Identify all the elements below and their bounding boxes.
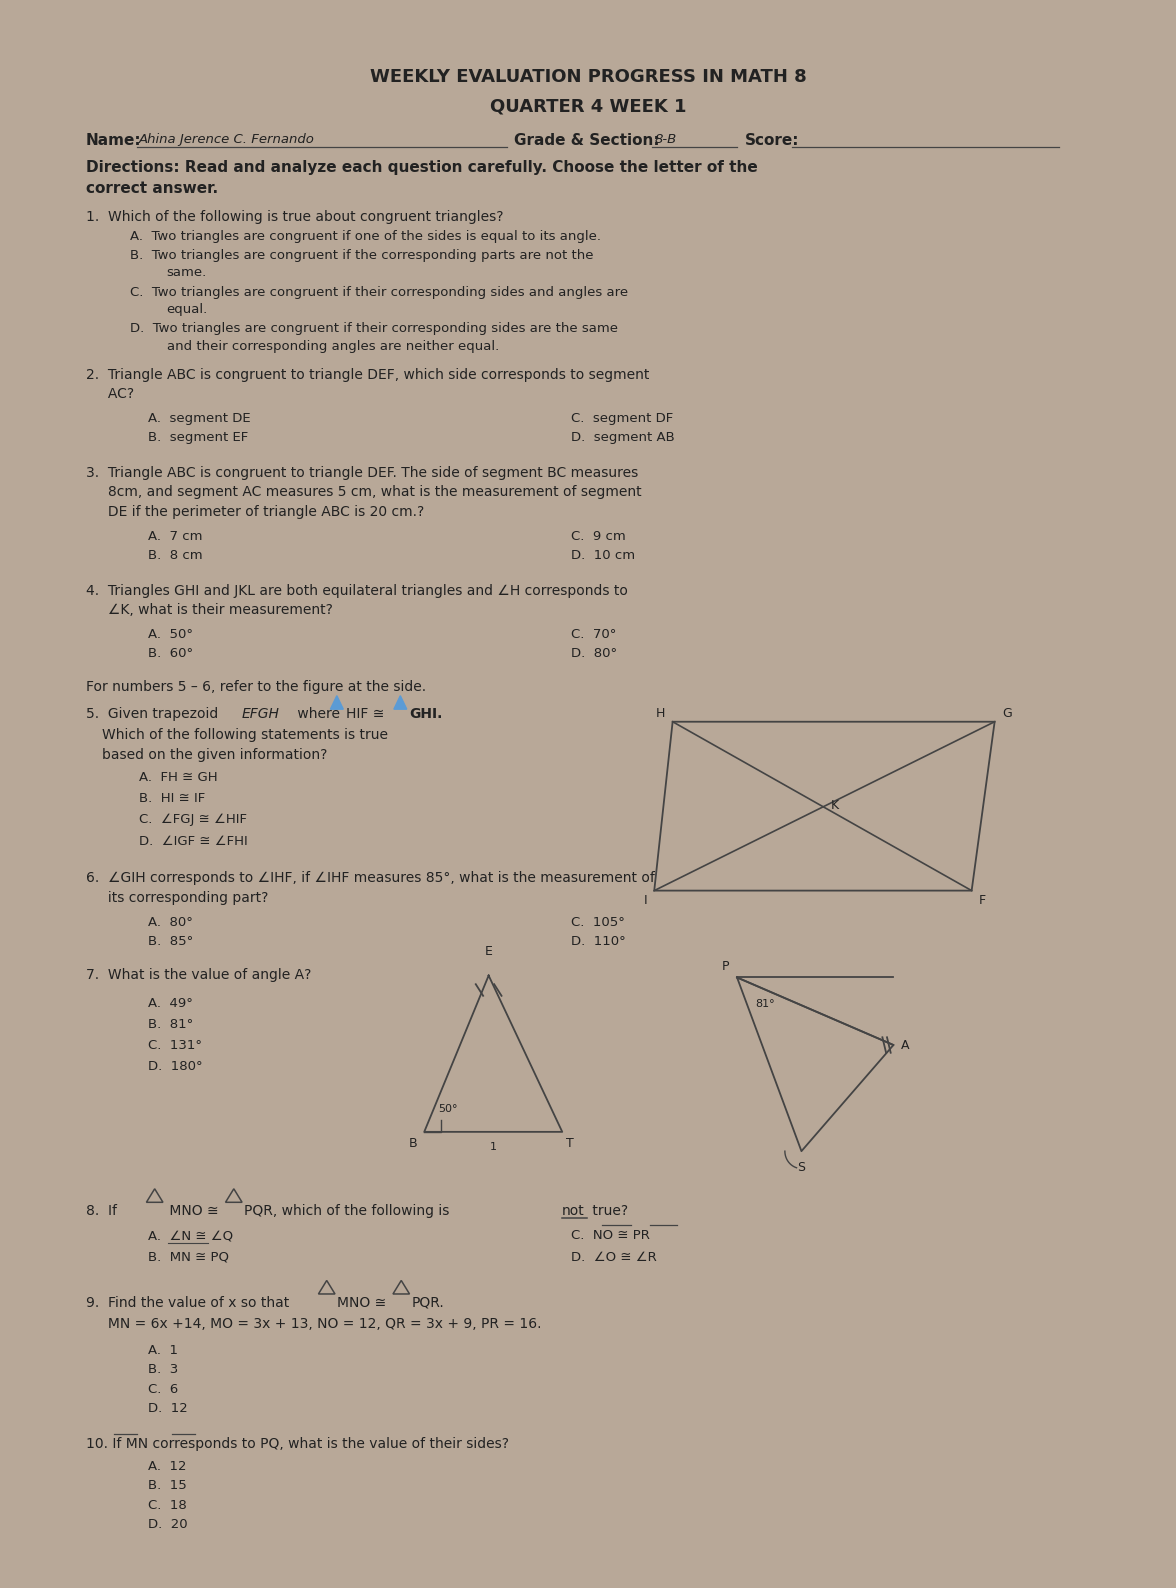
Text: A.  Two triangles are congruent if one of the sides is equal to its angle.: A. Two triangles are congruent if one of… bbox=[129, 230, 601, 243]
Text: D.  ∠IGF ≅ ∠FHI: D. ∠IGF ≅ ∠FHI bbox=[139, 835, 248, 848]
Text: C.  Two triangles are congruent if their corresponding sides and angles are: C. Two triangles are congruent if their … bbox=[129, 286, 628, 299]
Text: HIF ≅: HIF ≅ bbox=[346, 707, 389, 721]
Text: Name:: Name: bbox=[86, 133, 141, 148]
Text: B.  81°: B. 81° bbox=[148, 1018, 194, 1031]
Text: B.  60°: B. 60° bbox=[148, 648, 193, 661]
Text: D.  10 cm: D. 10 cm bbox=[572, 549, 635, 562]
Text: 50°: 50° bbox=[437, 1105, 457, 1115]
Text: A.  segment DE: A. segment DE bbox=[148, 411, 250, 426]
Text: F: F bbox=[978, 894, 987, 907]
Text: C.  70°: C. 70° bbox=[572, 629, 617, 642]
Text: C.  131°: C. 131° bbox=[148, 1039, 202, 1053]
Text: B.  Two triangles are congruent if the corresponding parts are not the: B. Two triangles are congruent if the co… bbox=[129, 249, 594, 262]
Text: S: S bbox=[797, 1161, 806, 1174]
Text: C.  105°: C. 105° bbox=[572, 916, 626, 929]
Text: 8-B: 8-B bbox=[654, 133, 676, 146]
Text: T: T bbox=[566, 1137, 574, 1150]
Text: C.  18: C. 18 bbox=[148, 1499, 187, 1512]
Text: 1.  Which of the following is true about congruent triangles?: 1. Which of the following is true about … bbox=[86, 210, 503, 224]
Text: based on the given information?: based on the given information? bbox=[102, 748, 328, 762]
Text: D.  80°: D. 80° bbox=[572, 648, 617, 661]
Text: D.  110°: D. 110° bbox=[572, 935, 626, 948]
Text: 1: 1 bbox=[489, 1142, 496, 1151]
Text: D.  20: D. 20 bbox=[148, 1518, 188, 1531]
Text: PQR.: PQR. bbox=[412, 1296, 445, 1310]
Text: K: K bbox=[830, 799, 838, 811]
Text: 81°: 81° bbox=[755, 999, 775, 1008]
Text: WEEKLY EVALUATION PROGRESS IN MATH 8: WEEKLY EVALUATION PROGRESS IN MATH 8 bbox=[369, 68, 807, 86]
Text: 8cm, and segment AC measures 5 cm, what is the measurement of segment: 8cm, and segment AC measures 5 cm, what … bbox=[86, 486, 641, 499]
Text: PQR, which of the following is: PQR, which of the following is bbox=[243, 1204, 454, 1218]
Text: A.  12: A. 12 bbox=[148, 1459, 187, 1474]
Text: and their corresponding angles are neither equal.: and their corresponding angles are neith… bbox=[167, 340, 499, 353]
Text: D.  180°: D. 180° bbox=[148, 1061, 203, 1073]
Text: A.  80°: A. 80° bbox=[148, 916, 193, 929]
Text: B.  MN ≅ PQ: B. MN ≅ PQ bbox=[148, 1251, 229, 1264]
Text: C.  segment DF: C. segment DF bbox=[572, 411, 674, 426]
Text: equal.: equal. bbox=[167, 303, 208, 316]
Text: 9.  Find the value of x so that: 9. Find the value of x so that bbox=[86, 1296, 293, 1310]
Text: I: I bbox=[643, 894, 647, 907]
Text: B.  15: B. 15 bbox=[148, 1480, 187, 1493]
Text: C.  9 cm: C. 9 cm bbox=[572, 530, 626, 543]
Polygon shape bbox=[394, 696, 407, 710]
Text: Directions: Read and analyze each question carefully. Choose the letter of the: Directions: Read and analyze each questi… bbox=[86, 160, 757, 175]
Text: 10. If MN corresponds to PQ, what is the value of their sides?: 10. If MN corresponds to PQ, what is the… bbox=[86, 1437, 509, 1451]
Text: 7.  What is the value of angle A?: 7. What is the value of angle A? bbox=[86, 967, 312, 981]
Text: MN = 6x +14, MO = 3x + 13, NO = 12, QR = 3x + 9, PR = 16.: MN = 6x +14, MO = 3x + 13, NO = 12, QR =… bbox=[86, 1316, 541, 1331]
Text: D.  ∠O ≅ ∠R: D. ∠O ≅ ∠R bbox=[572, 1251, 657, 1264]
Text: B.  85°: B. 85° bbox=[148, 935, 194, 948]
Text: 8.  If: 8. If bbox=[86, 1204, 121, 1218]
Text: A.  7 cm: A. 7 cm bbox=[148, 530, 202, 543]
Text: D.  segment AB: D. segment AB bbox=[572, 432, 675, 445]
Text: D.  Two triangles are congruent if their corresponding sides are the same: D. Two triangles are congruent if their … bbox=[129, 322, 617, 335]
Text: B.  8 cm: B. 8 cm bbox=[148, 549, 203, 562]
Text: same.: same. bbox=[167, 267, 207, 279]
Text: G: G bbox=[1002, 707, 1011, 719]
Text: A: A bbox=[901, 1039, 909, 1051]
Text: B.  segment EF: B. segment EF bbox=[148, 432, 248, 445]
Text: A.  50°: A. 50° bbox=[148, 629, 193, 642]
Text: A.  49°: A. 49° bbox=[148, 997, 193, 1010]
Text: B.  3: B. 3 bbox=[148, 1364, 179, 1377]
Text: where: where bbox=[293, 707, 345, 721]
Text: 6.  ∠GIH corresponds to ∠IHF, if ∠IHF measures 85°, what is the measurement of: 6. ∠GIH corresponds to ∠IHF, if ∠IHF mea… bbox=[86, 872, 655, 886]
Text: MNO ≅: MNO ≅ bbox=[336, 1296, 390, 1310]
Text: ∠K, what is their measurement?: ∠K, what is their measurement? bbox=[86, 603, 333, 618]
Text: QUARTER 4 WEEK 1: QUARTER 4 WEEK 1 bbox=[489, 97, 687, 116]
Text: Ahina Jerence C. Fernando: Ahina Jerence C. Fernando bbox=[139, 133, 315, 146]
Text: A.  1: A. 1 bbox=[148, 1343, 179, 1358]
Text: For numbers 5 – 6, refer to the figure at the side.: For numbers 5 – 6, refer to the figure a… bbox=[86, 680, 426, 694]
Text: true?: true? bbox=[588, 1204, 628, 1218]
Text: P: P bbox=[722, 959, 729, 972]
Text: DE if the perimeter of triangle ABC is 20 cm.?: DE if the perimeter of triangle ABC is 2… bbox=[86, 505, 423, 519]
Text: E: E bbox=[485, 945, 493, 958]
Text: H: H bbox=[656, 707, 666, 719]
Text: A.  ∠N ≅ ∠Q: A. ∠N ≅ ∠Q bbox=[148, 1229, 233, 1242]
Text: B: B bbox=[408, 1137, 416, 1150]
Text: GHI.: GHI. bbox=[409, 707, 443, 721]
Text: AC?: AC? bbox=[86, 387, 134, 400]
Text: Which of the following statements is true: Which of the following statements is tru… bbox=[102, 729, 388, 743]
Text: 2.  Triangle ABC is congruent to triangle DEF, which side corresponds to segment: 2. Triangle ABC is congruent to triangle… bbox=[86, 367, 649, 381]
Text: MNO ≅: MNO ≅ bbox=[165, 1204, 222, 1218]
Text: B.  HI ≅ IF: B. HI ≅ IF bbox=[139, 792, 206, 805]
Text: Score:: Score: bbox=[744, 133, 799, 148]
Text: its corresponding part?: its corresponding part? bbox=[86, 891, 268, 905]
Text: EFGH: EFGH bbox=[242, 707, 280, 721]
Text: Grade & Section:: Grade & Section: bbox=[514, 133, 660, 148]
Text: not: not bbox=[562, 1204, 584, 1218]
Text: 4.  Triangles GHI and JKL are both equilateral triangles and ∠H corresponds to: 4. Triangles GHI and JKL are both equila… bbox=[86, 584, 628, 597]
Text: 5.  Given trapezoid: 5. Given trapezoid bbox=[86, 707, 222, 721]
Polygon shape bbox=[330, 696, 343, 710]
Text: A.  FH ≅ GH: A. FH ≅ GH bbox=[139, 770, 218, 784]
Text: correct answer.: correct answer. bbox=[86, 181, 218, 197]
Text: 3.  Triangle ABC is congruent to triangle DEF. The side of segment BC measures: 3. Triangle ABC is congruent to triangle… bbox=[86, 465, 637, 480]
Text: C.  ∠FGJ ≅ ∠HIF: C. ∠FGJ ≅ ∠HIF bbox=[139, 813, 247, 826]
Text: D.  12: D. 12 bbox=[148, 1402, 188, 1415]
Text: C.  NO ≅ PR: C. NO ≅ PR bbox=[572, 1229, 650, 1242]
Text: C.  6: C. 6 bbox=[148, 1383, 179, 1396]
